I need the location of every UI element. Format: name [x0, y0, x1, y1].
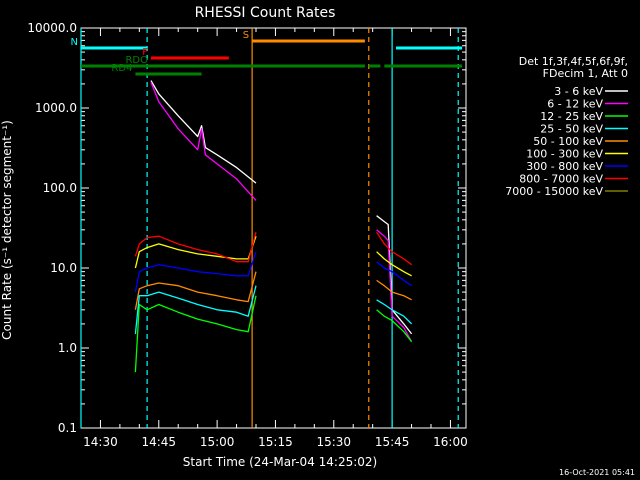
state-bar-label: N [71, 37, 78, 48]
x-tick-label: 16:00 [433, 435, 468, 449]
y-tick-label: 0.1 [58, 421, 77, 435]
x-tick-label: 15:45 [375, 435, 410, 449]
legend-header-line-1: Det 1f,3f,4f,5f,6f,9f, [519, 55, 628, 68]
legend-entry-label: 100 - 300 keV [526, 148, 603, 161]
state-bar-label: RD4 [111, 63, 132, 74]
plot-frame [80, 27, 467, 429]
state-bar-label: RDO [125, 55, 148, 66]
legend-entry-label: 800 - 7000 keV [519, 173, 603, 186]
x-tick-label: 14:45 [141, 435, 176, 449]
series-line [376, 309, 413, 343]
series-line [376, 231, 412, 266]
series-line [134, 295, 257, 373]
chart-title: RHESSI Count Rates [195, 5, 336, 21]
y-tick-label: 100.0 [43, 181, 77, 195]
series-line [134, 232, 257, 263]
series-line [134, 285, 257, 334]
plot-area: 0.1 1.0 10.0 100.0 1000.0 10000.0 14:30 14:45 15… [27, 21, 467, 449]
legend-entry-label: 300 - 800 keV [526, 160, 603, 173]
series-line [150, 80, 257, 184]
state-bar-label: F [142, 47, 148, 58]
series-line [134, 271, 257, 310]
legend-entry-label: 6 - 12 keV [547, 98, 603, 111]
series-line [150, 81, 257, 201]
x-tick-label: 14:30 [83, 435, 118, 449]
legend-entry-label: 12 - 25 keV [540, 110, 603, 123]
x-axis-label: Start Time (24-Mar-04 14:25:02) [183, 455, 377, 469]
generation-timestamp: 16-Oct-2021 05:41 [559, 468, 635, 477]
y-tick-label: 10000.0 [27, 21, 77, 35]
y-axis-label: Count Rate (s⁻¹ detector segment⁻¹) [0, 120, 14, 340]
y-tick-label: 1.0 [58, 341, 77, 355]
series-line [376, 251, 412, 277]
series-line [376, 299, 413, 325]
legend-entry-label: 7000 - 15000 keV [505, 185, 603, 198]
legend-entry-label: 25 - 50 keV [540, 123, 603, 136]
y-tick-label: 10.0 [50, 261, 77, 275]
y-tick-label: 1000.0 [35, 101, 77, 115]
series-line [134, 235, 257, 269]
series-line [376, 261, 412, 287]
x-tick-label: 15:00 [200, 435, 235, 449]
series-line [134, 251, 257, 293]
legend-entry-label: 50 - 100 keV [533, 135, 603, 148]
legend-entry-label: 3 - 6 keV [554, 85, 603, 98]
series-line [376, 279, 412, 301]
state-bar-label: S [243, 30, 249, 41]
legend-header-line-2: FDecim 1, Att 0 [543, 67, 628, 80]
series-line [376, 229, 413, 343]
x-tick-label: 15:30 [316, 435, 351, 449]
x-tick-label: 15:15 [258, 435, 293, 449]
